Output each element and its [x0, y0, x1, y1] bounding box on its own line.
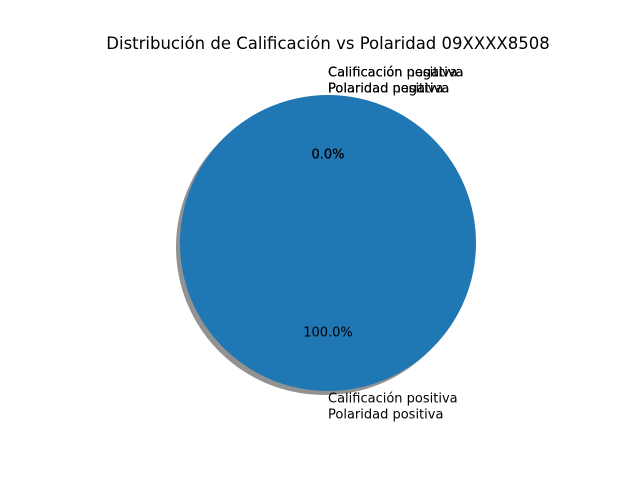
chart-title: Distribución de Calificación vs Polarida… — [106, 34, 549, 53]
pie-slice — [180, 95, 476, 391]
slice-percent-label: 0.0% — [311, 148, 344, 163]
slice-percent-label: 100.0% — [303, 325, 353, 340]
slice-percent-label: 0.0% — [311, 148, 344, 163]
slice-label: Calificación negativa Polaridad positiva — [328, 66, 463, 97]
slice-percent-label: 0.0% — [311, 148, 344, 163]
slice-label: Calificación negativa Polaridad negativa — [328, 66, 463, 97]
slice-label: Calificación positiva Polaridad negativa — [328, 66, 458, 97]
slice-label: Calificación positiva Polaridad positiva — [328, 391, 458, 422]
